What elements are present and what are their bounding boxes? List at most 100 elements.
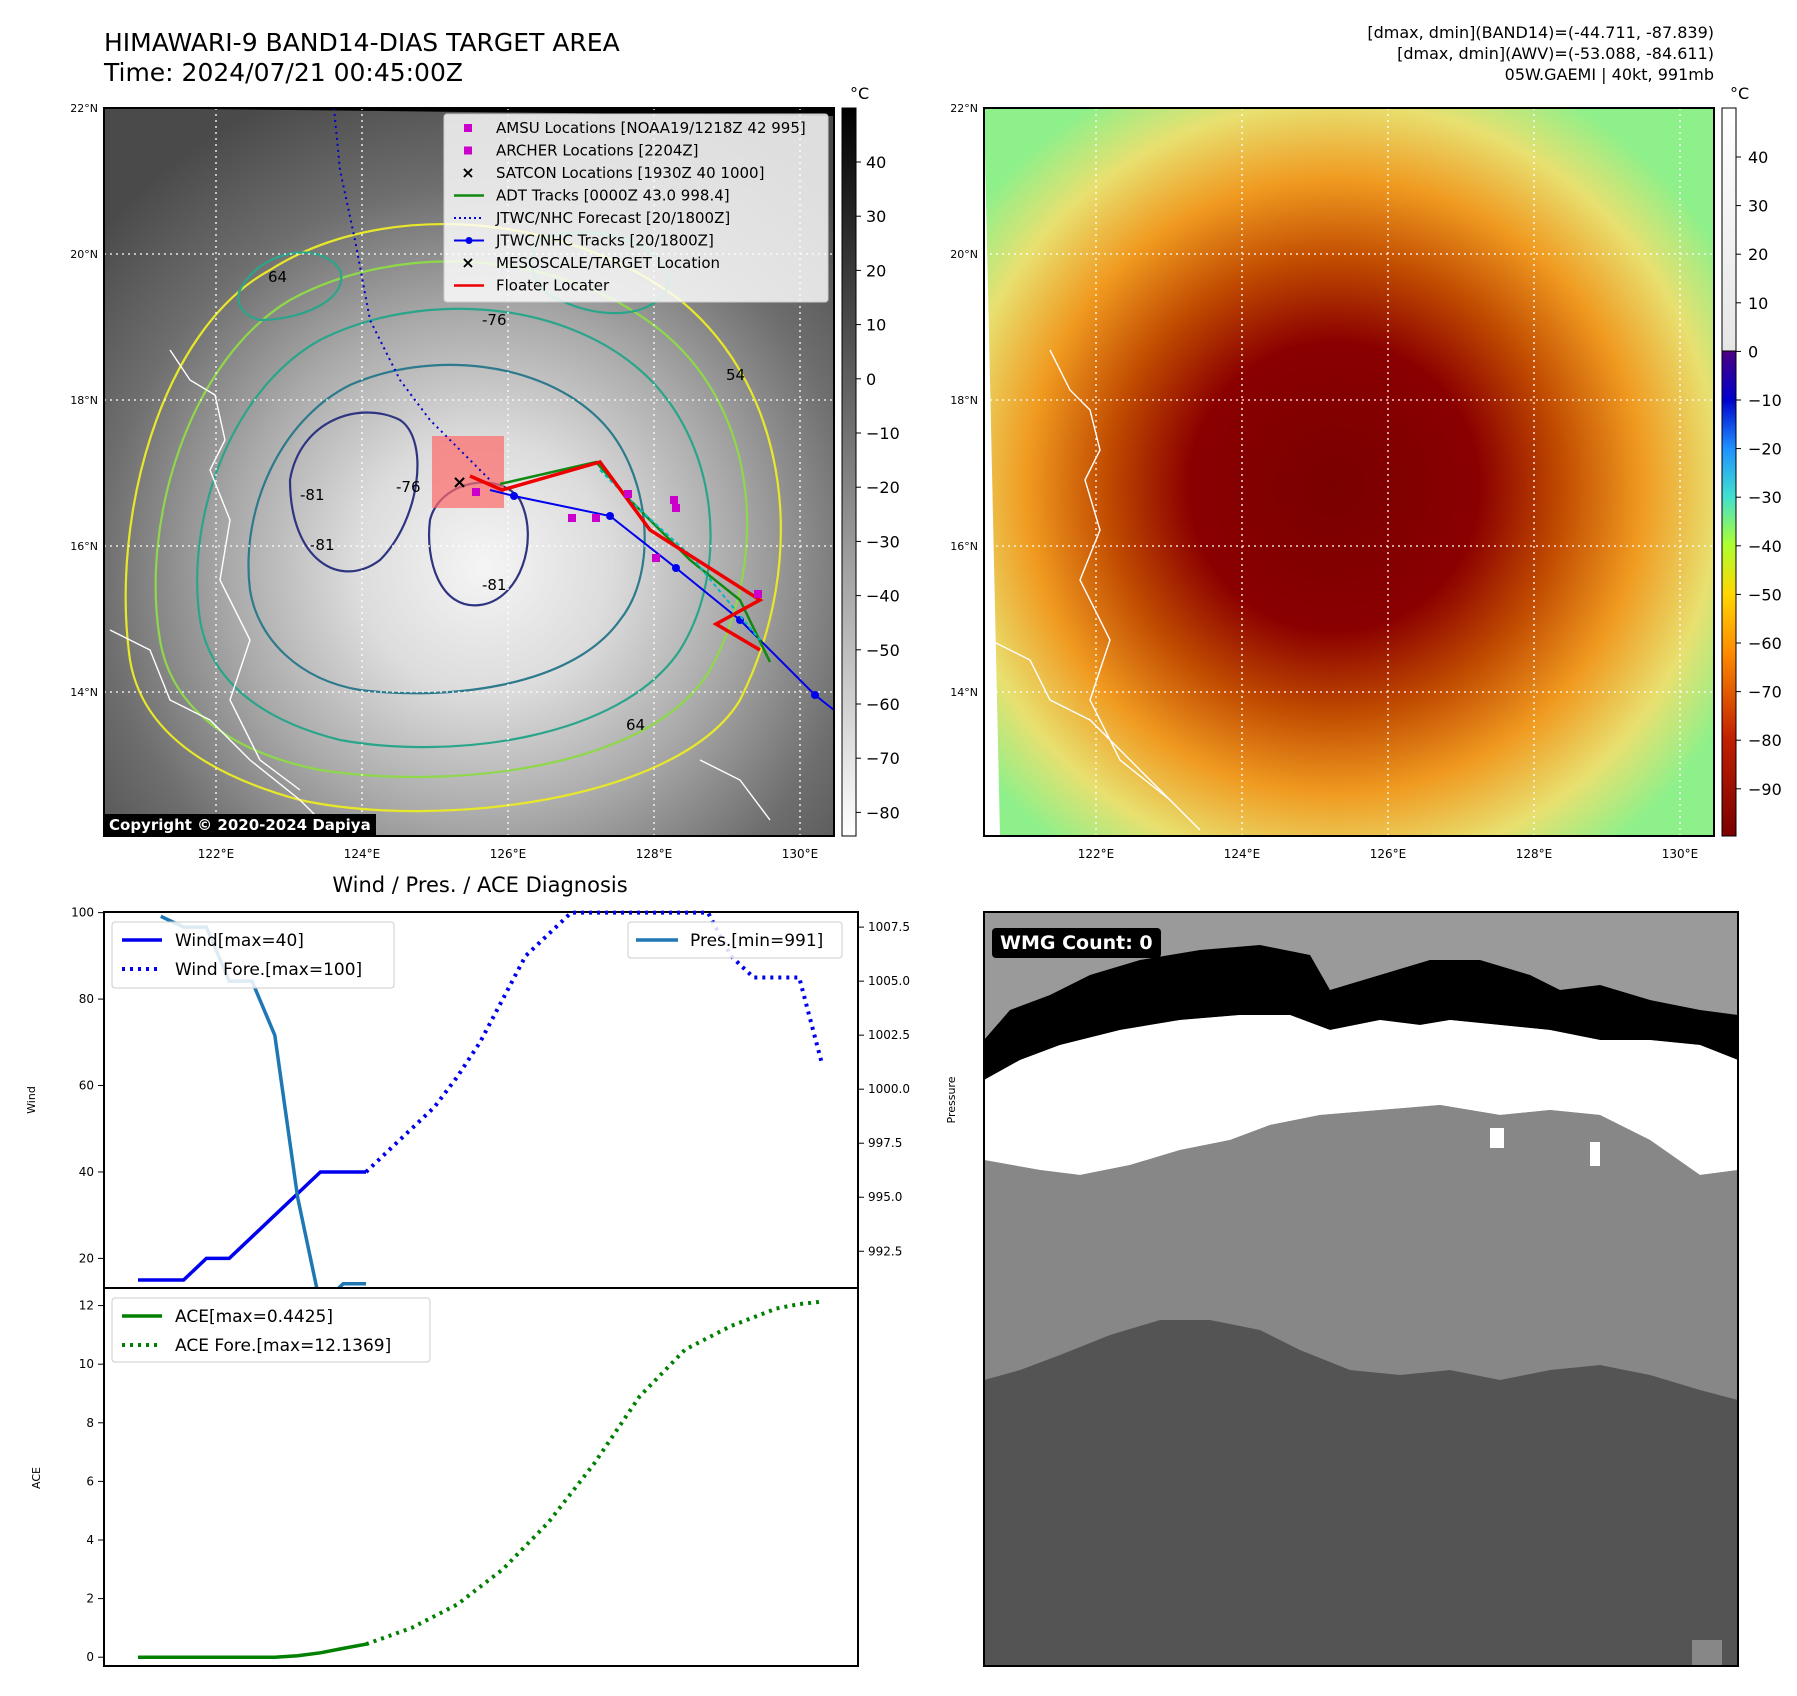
svg-text:64: 64 xyxy=(626,716,645,734)
adt-track xyxy=(499,460,772,663)
legend-marker: × xyxy=(461,253,474,272)
lon-label: 122°E xyxy=(1078,847,1115,861)
ir-colorbar-tick: −40 xyxy=(866,587,900,606)
legend-entry: Floater Locater xyxy=(496,277,610,295)
jtwc-track xyxy=(489,489,835,711)
pressure-tick: 995.0 xyxy=(868,1190,902,1204)
legend-entry: MESOSCALE/TARGET Location xyxy=(496,254,720,272)
series-line-0 xyxy=(138,1170,366,1282)
wv-colorbar-tick: 20 xyxy=(1748,245,1768,264)
wind-tick: 20 xyxy=(79,1251,94,1265)
pres-legend: Pres.[min=991] xyxy=(627,921,843,959)
lat-label: 16°N xyxy=(70,540,98,553)
svg-text:-81: -81 xyxy=(482,576,507,594)
lat-label: 16°N xyxy=(950,540,978,553)
lon-label: 122°E xyxy=(198,847,235,861)
ace-panel: 12 10 8 6 4 2 0 ACE ACE[max=0.4425] ACE Fore.[… xyxy=(30,1287,859,1667)
wv-colorbar-unit: °C xyxy=(1730,84,1749,103)
target-area-box xyxy=(432,436,504,508)
info-storm: 05W.GAEMI | 40kt, 991mb xyxy=(1505,65,1714,84)
lon-label: 126°E xyxy=(490,847,527,861)
ir-colorbar-tick: −10 xyxy=(866,424,900,443)
pressure-axis-label: Pressure xyxy=(945,1076,958,1123)
wv-gridlines xyxy=(984,108,1714,836)
wind-tick: 80 xyxy=(79,992,94,1006)
legend-entry: SATCON Locations [1930Z 40 1000] xyxy=(496,164,764,182)
wv-coastlines xyxy=(989,349,1201,831)
info-band14: [dmax, dmin](BAND14)=(-44.711, -87.839) xyxy=(1367,23,1714,42)
legend-ace: ACE[max=0.4425] xyxy=(175,1307,333,1327)
legend-entry: AMSU Locations [NOAA19/1218Z 42 995] xyxy=(496,119,806,137)
legend-pres: Pres.[min=991] xyxy=(690,931,823,951)
lat-label: 22°N xyxy=(950,102,978,115)
ace-tick: 12 xyxy=(79,1299,94,1313)
wv-colorbar-tick: −70 xyxy=(1748,683,1782,702)
ace-series-line-0 xyxy=(138,1642,367,1659)
wv-colorbar-tick: −80 xyxy=(1748,731,1782,750)
svg-text:-76: -76 xyxy=(482,311,507,329)
wv-map-panel xyxy=(983,107,1715,837)
ace-legend: ACE[max=0.4425] ACE Fore.[max=12.1369] xyxy=(111,1297,431,1363)
ir-colorbar-tick: 30 xyxy=(866,207,886,226)
info-awv: [dmax, dmin](AWV)=(-53.088, -84.611) xyxy=(1397,44,1714,63)
pressure-tick: 992.5 xyxy=(868,1244,902,1258)
ir-colorbar-tick: 20 xyxy=(866,261,886,280)
wv-colorbar-tick: −30 xyxy=(1748,488,1782,507)
lon-label: 124°E xyxy=(1224,847,1261,861)
wv-colorbar-tick: 40 xyxy=(1748,148,1768,167)
contour-labels: -76 -81 -76 -81 -81 64 64 54 xyxy=(268,268,745,734)
diagnosis-title: Wind / Pres. / ACE Diagnosis xyxy=(332,873,627,897)
wind-tick: 60 xyxy=(79,1079,94,1093)
pressure-tick: 1005.0 xyxy=(868,974,910,988)
ace-tick: 10 xyxy=(79,1357,94,1371)
ace-tick: 8 xyxy=(86,1416,94,1430)
ir-colorbar: °C 40 30 20 10 0 −10 −20 −30 −40 −50 −60 −70 −80 xyxy=(841,84,900,837)
legend-entry: JTWC/NHC Forecast [20/1800Z] xyxy=(495,209,730,227)
time-title: Time: 2024/07/21 00:45:00Z xyxy=(103,58,463,87)
ace-axis-label: ACE xyxy=(30,1467,43,1489)
lat-label: 18°N xyxy=(950,394,978,407)
pressure-tick: 1002.5 xyxy=(868,1028,910,1042)
ir-colorbar-unit: °C xyxy=(850,84,869,103)
ace-tick: 0 xyxy=(86,1650,94,1664)
lat-label: 20°N xyxy=(70,248,98,261)
ir-legend: AMSU Locations [NOAA19/1218Z 42 995] ARCH… xyxy=(443,113,829,303)
ir-colorbar-tick: −30 xyxy=(866,532,900,551)
pressure-tick: 1000.0 xyxy=(868,1082,910,1096)
series-line-1 xyxy=(364,910,824,1174)
wv-colorbar: °C 40 30 20 10 0 −10 −20 −30 −40 −50 −60 −70 −80 −90 xyxy=(1721,84,1782,837)
wv-colorbar-tick: −50 xyxy=(1748,585,1782,604)
lon-label: 124°E xyxy=(344,847,381,861)
wv-colorbar-tick: −90 xyxy=(1748,780,1782,799)
ir-colorbar-tick: −50 xyxy=(866,641,900,660)
lat-label: 14°N xyxy=(950,686,978,699)
lon-label: 130°E xyxy=(782,847,819,861)
wind-tick: 40 xyxy=(79,1165,94,1179)
svg-text:-81: -81 xyxy=(300,486,325,504)
pressure-tick: 1007.5 xyxy=(868,920,910,934)
ir-coastlines xyxy=(109,349,771,831)
lat-label: 20°N xyxy=(950,248,978,261)
wv-colorbar-tick: −10 xyxy=(1748,391,1782,410)
lon-label: 130°E xyxy=(1662,847,1699,861)
wind-tick: 100 xyxy=(71,906,94,920)
wv-colorbar-tick: 10 xyxy=(1748,294,1768,313)
ace-tick: 6 xyxy=(86,1474,94,1488)
ir-colorbar-tick: −80 xyxy=(866,803,900,822)
svg-text:-81: -81 xyxy=(310,536,335,554)
svg-text:64: 64 xyxy=(268,268,287,286)
svg-text:-76: -76 xyxy=(396,478,421,496)
lon-label: 128°E xyxy=(636,847,673,861)
wmg-panel xyxy=(983,911,1739,1667)
ir-colorbar-tick: 40 xyxy=(866,153,886,172)
legend-wind-fore: Wind Fore.[max=100] xyxy=(175,960,362,980)
legend-entry: ARCHER Locations [2204Z] xyxy=(496,142,699,160)
lat-label: 22°N xyxy=(70,102,98,115)
legend-wind: Wind[max=40] xyxy=(175,931,304,951)
wv-map-frame xyxy=(983,107,1715,837)
wv-colorbar-tick: −40 xyxy=(1748,537,1782,556)
ir-colorbar-tick: −60 xyxy=(866,695,900,714)
target-marker: × xyxy=(452,472,467,493)
ace-series-line-1 xyxy=(365,1299,823,1647)
